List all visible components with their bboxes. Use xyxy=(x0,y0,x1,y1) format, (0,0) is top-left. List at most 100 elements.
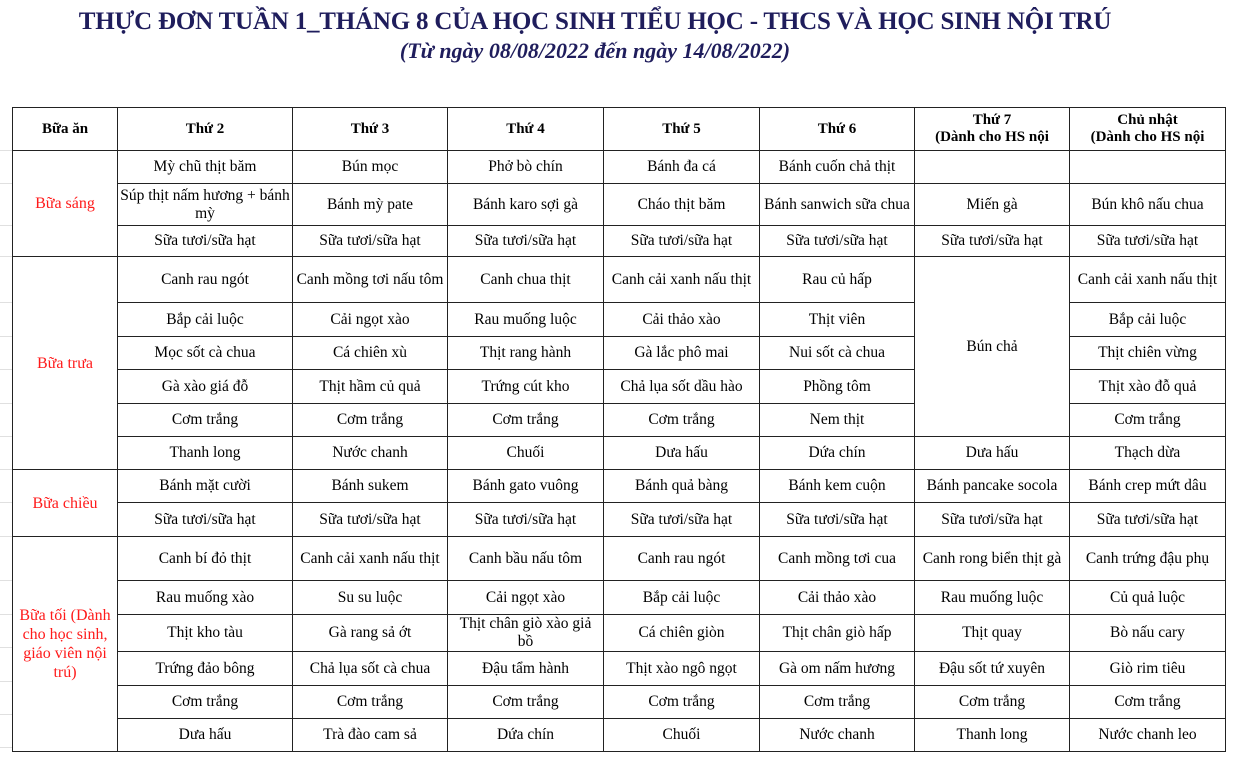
table-row: Bữa tối (Dành cho học sinh, giáo viên nộ… xyxy=(12,536,1226,752)
dish-cell: Phồng tôm xyxy=(759,369,915,404)
dish-cell: Cơm trắng xyxy=(117,685,293,719)
dish-cell: Rau muống luộc xyxy=(914,580,1070,615)
dish-cell: Thịt xào đỗ quả xyxy=(1069,369,1226,404)
sheet-gridline xyxy=(0,647,12,648)
dish-cell: Cải thảo xào xyxy=(759,580,915,615)
sheet-gridline xyxy=(0,225,12,226)
dish-cell: Nước chanh xyxy=(759,718,915,752)
dish-cell: Sữa tươi/sữa hạt xyxy=(292,225,448,257)
table-row: Sữa tươi/sữa hạt Sữa tươi/sữa hạt Sữa tươi… xyxy=(13,225,1226,257)
dish-cell: Canh mồng tơi cua xyxy=(759,536,915,581)
dish-cell: Thịt viên xyxy=(759,302,915,337)
dish-cell: Dứa chín xyxy=(759,436,915,470)
table-row: Trứng đảo bông Chả lụa sốt cà chua Đậu tẩm… xyxy=(13,651,1226,686)
dish-cell: Chuối xyxy=(603,718,760,752)
dish-cell: Thanh long xyxy=(914,718,1070,752)
dish-cell: Canh rau ngót xyxy=(603,536,760,581)
dish-cell: Nui sốt cà chua xyxy=(759,336,915,370)
meal-label: Bữa tối (Dành cho học sinh, giáo viên nộ… xyxy=(12,536,118,752)
dish-cell: Gà om nấm hương xyxy=(759,651,915,686)
table-row: Bữa chiều Bánh mặt cười Bánh sukem Bánh gat… xyxy=(12,469,1226,537)
dish-cell: Sữa tươi/sữa hạt xyxy=(914,502,1070,537)
dish-cell: Cơm trắng xyxy=(603,403,760,437)
dish-cell: Canh cải xanh nấu thịt xyxy=(292,536,448,581)
dish-cell: Thịt kho tàu xyxy=(117,614,293,652)
page-title: THỰC ĐƠN TUẦN 1_THÁNG 8 CỦA HỌC SINH TIỂ… xyxy=(78,8,1112,35)
sheet-gridline xyxy=(0,681,12,682)
dish-cell: Canh cải xanh nấu thịt xyxy=(1069,256,1226,303)
dish-cell: Cơm trắng xyxy=(1069,685,1226,719)
dish-cell: Bánh quả bàng xyxy=(603,469,760,503)
dish-cell: Cải ngọt xào xyxy=(292,302,448,337)
dish-cell: Chả lụa sốt cà chua xyxy=(292,651,448,686)
dish-cell: Gà xào giá đỗ xyxy=(117,369,293,404)
dish-cell: Bánh pancake socola xyxy=(914,469,1070,503)
sheet-gridline xyxy=(0,614,12,615)
dish-cell: Nước chanh leo xyxy=(1069,718,1226,752)
dish-cell: Thịt chiên vừng xyxy=(1069,336,1226,370)
dish-cell: Rau muống luộc xyxy=(447,302,604,337)
dish-cell: Mọc sốt cà chua xyxy=(117,336,293,370)
meal-label: Bữa trưa xyxy=(12,256,118,470)
dish-cell: Bánh karo sợi gà xyxy=(447,183,604,226)
sheet-gridline xyxy=(0,714,12,715)
column-header: Chủ nhật (Dành cho HS nội xyxy=(1069,107,1226,151)
dish-cell: Cơm trắng xyxy=(914,685,1070,719)
column-header: Thứ 5 xyxy=(603,107,760,151)
dish-cell: Thịt quay xyxy=(914,614,1070,652)
header-row: Bữa ăn Thứ 2 Thứ 3 Thứ 4 Thứ 5 Thứ 6 Thứ 7 (Dàn… xyxy=(12,107,1226,151)
table-row: Bữa trưa Canh rau ngót Canh mồng tơi nấu t… xyxy=(12,256,1226,470)
dish-cell: Thịt chân giò xào giả bồ xyxy=(447,614,604,652)
dish-cell: Súp thịt nấm hương + bánh mỳ xyxy=(117,183,293,226)
dish-cell: Dưa hấu xyxy=(117,718,293,752)
dish-cell: Bánh sukem xyxy=(292,469,448,503)
dish-cell: Canh bí đỏ thịt xyxy=(117,536,293,581)
dish-cell: Bắp cải luộc xyxy=(603,580,760,615)
dish-cell: Bắp cải luộc xyxy=(117,302,293,337)
dish-cell: Đậu tẩm hành xyxy=(447,651,604,686)
dish-cell: Phở bò chín xyxy=(447,150,604,184)
dish-cell: Sữa tươi/sữa hạt xyxy=(447,225,604,257)
dish-cell: Canh bầu nấu tôm xyxy=(447,536,604,581)
sheet-gridline xyxy=(0,580,12,581)
dish-cell: Bánh mặt cười xyxy=(117,469,293,503)
dish-cell: Cá chiên giòn xyxy=(603,614,760,652)
table-row: Cơm trắng Cơm trắng Cơm trắng Cơm trắng Cơm … xyxy=(13,685,1226,719)
dish-cell: Canh mồng tơi nấu tôm xyxy=(292,256,448,303)
column-header: Thứ 3 xyxy=(292,107,448,151)
sheet-gridline xyxy=(0,183,12,184)
dish-cell: Sữa tươi/sữa hạt xyxy=(914,225,1070,257)
dish-cell: Bún mọc xyxy=(292,150,448,184)
table-row: Mọc sốt cà chua Cá chiên xù Thịt rang hành… xyxy=(13,336,1226,370)
table-row: Bắp cải luộc Cải ngọt xào Rau muống luộc Cả… xyxy=(13,302,1226,337)
table-row: Thịt kho tàu Gà rang sả ớt Thịt chân giò x… xyxy=(13,614,1226,652)
dish-cell: Dưa hấu xyxy=(914,436,1070,470)
dish-cell: Nem thịt xyxy=(759,403,915,437)
sheet-gridline xyxy=(0,747,12,748)
dish-cell: Nước chanh xyxy=(292,436,448,470)
dish-cell: Bò nấu cary xyxy=(1069,614,1226,652)
column-header: Bữa ăn xyxy=(12,107,118,151)
dish-cell: Canh rong biển thịt gà xyxy=(914,536,1070,581)
table-row: Thanh long Nước chanh Chuối Dưa hấu Dứa chín… xyxy=(13,436,1226,470)
column-header: Thứ 7 (Dành cho HS nội xyxy=(914,107,1070,151)
dish-cell: Sữa tươi/sữa hạt xyxy=(603,502,760,537)
dish-cell: Cơm trắng xyxy=(292,685,448,719)
dish-cell: Cơm trắng xyxy=(292,403,448,437)
dish-cell: Chuối xyxy=(447,436,604,470)
dish-cell: Canh chua thịt xyxy=(447,256,604,303)
dish-cell: Bánh mỳ pate xyxy=(292,183,448,226)
column-header: Thứ 6 xyxy=(759,107,915,151)
dish-cell: Sữa tươi/sữa hạt xyxy=(759,225,915,257)
dish-cell: Cơm trắng xyxy=(1069,403,1226,437)
table-row: Cơm trắng Cơm trắng Cơm trắng Cơm trắng Nem … xyxy=(13,403,1226,437)
dish-cell: Cá chiên xù xyxy=(292,336,448,370)
dish-cell: Chả lụa sốt dầu hào xyxy=(603,369,760,404)
dish-cell: Gà lắc phô mai xyxy=(603,336,760,370)
dish-cell: Thịt chân giò hấp xyxy=(759,614,915,652)
dish-cell: Cháo thịt băm xyxy=(603,183,760,226)
table-row: Gà xào giá đỗ Thịt hầm củ quả Trứng cút kh… xyxy=(13,369,1226,404)
dish-cell: Miến gà xyxy=(914,183,1070,226)
dish-cell: Thịt rang hành xyxy=(447,336,604,370)
dish-cell: Trứng cút kho xyxy=(447,369,604,404)
